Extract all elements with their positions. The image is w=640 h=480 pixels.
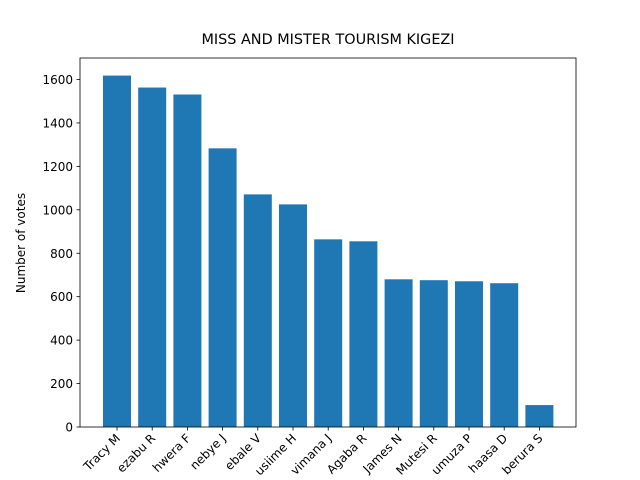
chart-title: MISS AND MISTER TOURISM KIGEZI [201, 32, 454, 48]
bar [314, 239, 343, 427]
x-tick-label: hwera F [150, 431, 194, 475]
y-tick-label: 0 [65, 421, 73, 435]
y-tick-label: 1000 [42, 203, 73, 217]
bar [103, 75, 131, 428]
bar [208, 148, 237, 428]
y-tick-label: 600 [50, 290, 73, 304]
bar [490, 283, 519, 427]
y-tick-label: 1400 [42, 116, 73, 130]
bar [279, 204, 307, 427]
bar [455, 281, 483, 427]
bar [525, 405, 554, 427]
bar [349, 241, 378, 427]
y-axis-label: Number of votes [14, 193, 28, 293]
y-tick-label: 1200 [42, 160, 73, 174]
bar [138, 87, 167, 427]
y-tick-label: 200 [50, 377, 73, 391]
bar [243, 194, 272, 427]
y-tick-label: 800 [50, 247, 73, 261]
bar [419, 280, 448, 427]
y-tick-label: 400 [50, 334, 73, 348]
plot-frame [79, 57, 577, 428]
y-tick-label: 1600 [42, 73, 73, 87]
bar [384, 279, 413, 427]
x-tick-label: nebye J [187, 431, 228, 472]
x-tick-label: ezabu R [114, 431, 158, 475]
bar [173, 94, 202, 428]
